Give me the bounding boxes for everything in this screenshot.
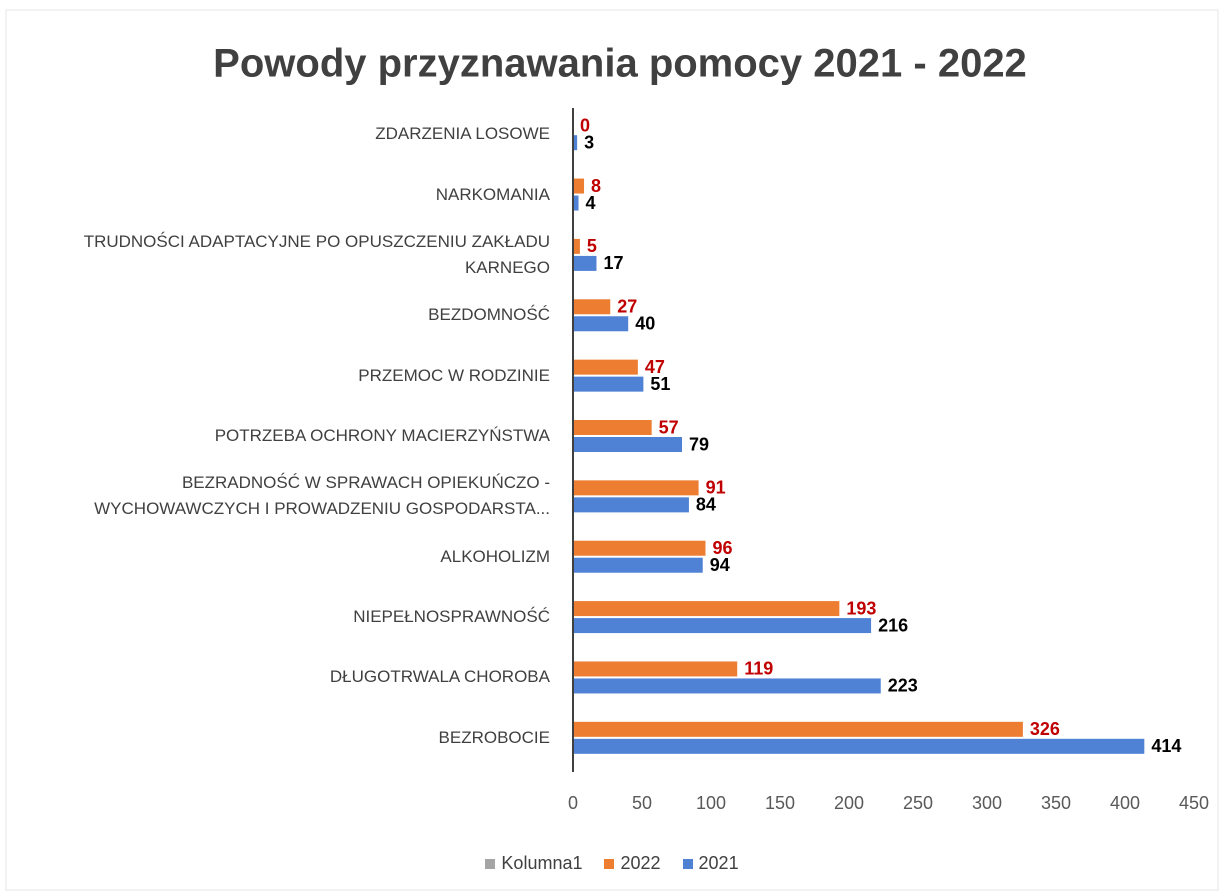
- data-label: 94: [710, 555, 730, 575]
- bar: [573, 540, 706, 556]
- data-label: 5: [587, 236, 597, 256]
- category-label: PRZEMOC W RODZINIE: [358, 365, 550, 385]
- legend-item: 2021: [682, 853, 739, 874]
- data-label: 79: [689, 434, 709, 454]
- data-label: 47: [645, 357, 665, 377]
- x-tick-label: 100: [696, 793, 726, 813]
- bar: [573, 299, 611, 315]
- x-tick-label: 450: [1179, 793, 1209, 813]
- bar: [573, 195, 579, 211]
- x-tick-label: 0: [568, 793, 578, 813]
- category-label: ALKOHOLIZM: [440, 546, 550, 566]
- legend-item: Kolumna1: [485, 853, 582, 874]
- category-label: ZDARZENIA LOSOWE: [375, 124, 550, 144]
- legend: Kolumna1 2022 2021: [0, 853, 1224, 874]
- x-tick-label: 50: [632, 793, 652, 813]
- data-label: 216: [878, 615, 908, 635]
- data-label: 414: [1151, 736, 1181, 756]
- bar: [573, 135, 578, 151]
- data-label: 0: [580, 115, 590, 135]
- legend-label: Kolumna1: [501, 853, 583, 873]
- bar: [573, 376, 644, 392]
- category-label: BEZDOMNOŚĆ: [428, 305, 550, 325]
- bar: [573, 480, 699, 496]
- x-tick-label: 350: [1041, 793, 1071, 813]
- legend-swatch: [604, 858, 615, 869]
- legend-label: 2021: [698, 853, 739, 873]
- category-label: NARKOMANIA: [435, 184, 550, 204]
- bar: [573, 238, 580, 254]
- data-label: 57: [659, 417, 679, 437]
- chart-title: Powody przyznawania pomocy 2021 - 2022: [213, 42, 1027, 86]
- legend-swatch: [682, 858, 693, 869]
- bar: [573, 497, 689, 513]
- category-label: TRUDNOŚCI ADAPTACYJNE PO OPUSZCZENIU ZAK…: [83, 231, 550, 277]
- category-label: NIEPEŁNOSPRAWNOŚĆ: [353, 607, 550, 627]
- bar: [573, 316, 629, 332]
- chart-border: [5, 9, 1219, 891]
- bar: [573, 661, 738, 677]
- data-label: 4: [586, 193, 596, 213]
- legend-item: 2022: [604, 853, 661, 874]
- bar: [573, 359, 638, 375]
- data-label: 96: [712, 538, 732, 558]
- data-label: 223: [888, 676, 918, 696]
- bar: [573, 420, 652, 435]
- category-label: BEZROBOCIE: [438, 727, 550, 747]
- data-label: 91: [706, 478, 726, 498]
- data-label: 40: [635, 314, 655, 334]
- bar: [573, 721, 1023, 737]
- data-label: 17: [603, 253, 623, 273]
- x-tick-label: 250: [903, 793, 933, 813]
- x-tick-label: 400: [1110, 793, 1140, 813]
- category-label: POTRZEBA OCHRONY MACIERZYŃSTWA: [214, 426, 550, 445]
- data-label: 8: [591, 176, 601, 196]
- data-label: 119: [744, 659, 773, 679]
- data-label: 3: [584, 132, 594, 152]
- data-label: 27: [617, 297, 637, 317]
- data-label: 326: [1030, 719, 1060, 739]
- data-label: 84: [696, 495, 716, 515]
- category-label: DŁUGOTRWALA CHOROBA: [329, 667, 550, 687]
- bar: [573, 678, 881, 694]
- x-tick-label: 200: [834, 793, 864, 813]
- data-label: 193: [846, 598, 876, 618]
- bar: [573, 255, 597, 271]
- bar: [573, 178, 585, 194]
- bar: [573, 557, 703, 573]
- category-label: BEZRADNOŚĆ W SPRAWACH OPIEKUŃCZO - WYCHO…: [94, 473, 550, 519]
- data-label: 51: [650, 374, 670, 394]
- bar: [573, 618, 872, 634]
- bar: [573, 738, 1145, 754]
- bar: [573, 437, 683, 452]
- x-tick-label: 150: [765, 793, 795, 813]
- x-tick-label: 300: [972, 793, 1002, 813]
- legend-swatch: [485, 858, 496, 869]
- bar: [573, 601, 840, 617]
- legend-label: 2022: [620, 853, 661, 873]
